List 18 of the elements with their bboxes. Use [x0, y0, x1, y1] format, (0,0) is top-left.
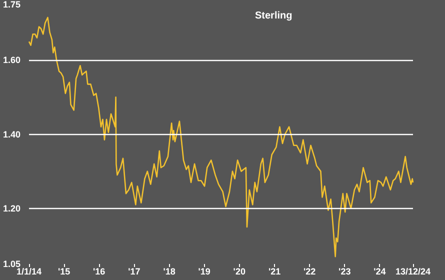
y-tick-label: 1.75 — [3, 0, 21, 10]
x-tick-label: '22 — [304, 266, 316, 276]
x-tick-label: '17 — [128, 266, 140, 276]
x-tick-label: 1/1/14 — [16, 266, 42, 276]
x-tick-label: '24 — [374, 266, 386, 276]
y-tick-label: 1.40 — [3, 129, 21, 140]
x-tick-label: '16 — [93, 266, 106, 276]
y-tick-label: 1.20 — [3, 203, 21, 214]
x-tick-label: '23 — [338, 266, 351, 276]
x-tick-label: '18 — [163, 266, 176, 276]
x-tick-label: '19 — [198, 266, 210, 276]
x-tick-label: '15 — [58, 266, 70, 276]
x-tick-label: 13/12/24 — [395, 266, 431, 276]
x-tick-label: '21 — [268, 266, 281, 276]
x-tick-label: '20 — [233, 266, 246, 276]
text: Sterling — [255, 10, 292, 22]
y-tick-label: 1.05 — [3, 259, 21, 269]
y-tick-label: 1.60 — [3, 55, 21, 66]
